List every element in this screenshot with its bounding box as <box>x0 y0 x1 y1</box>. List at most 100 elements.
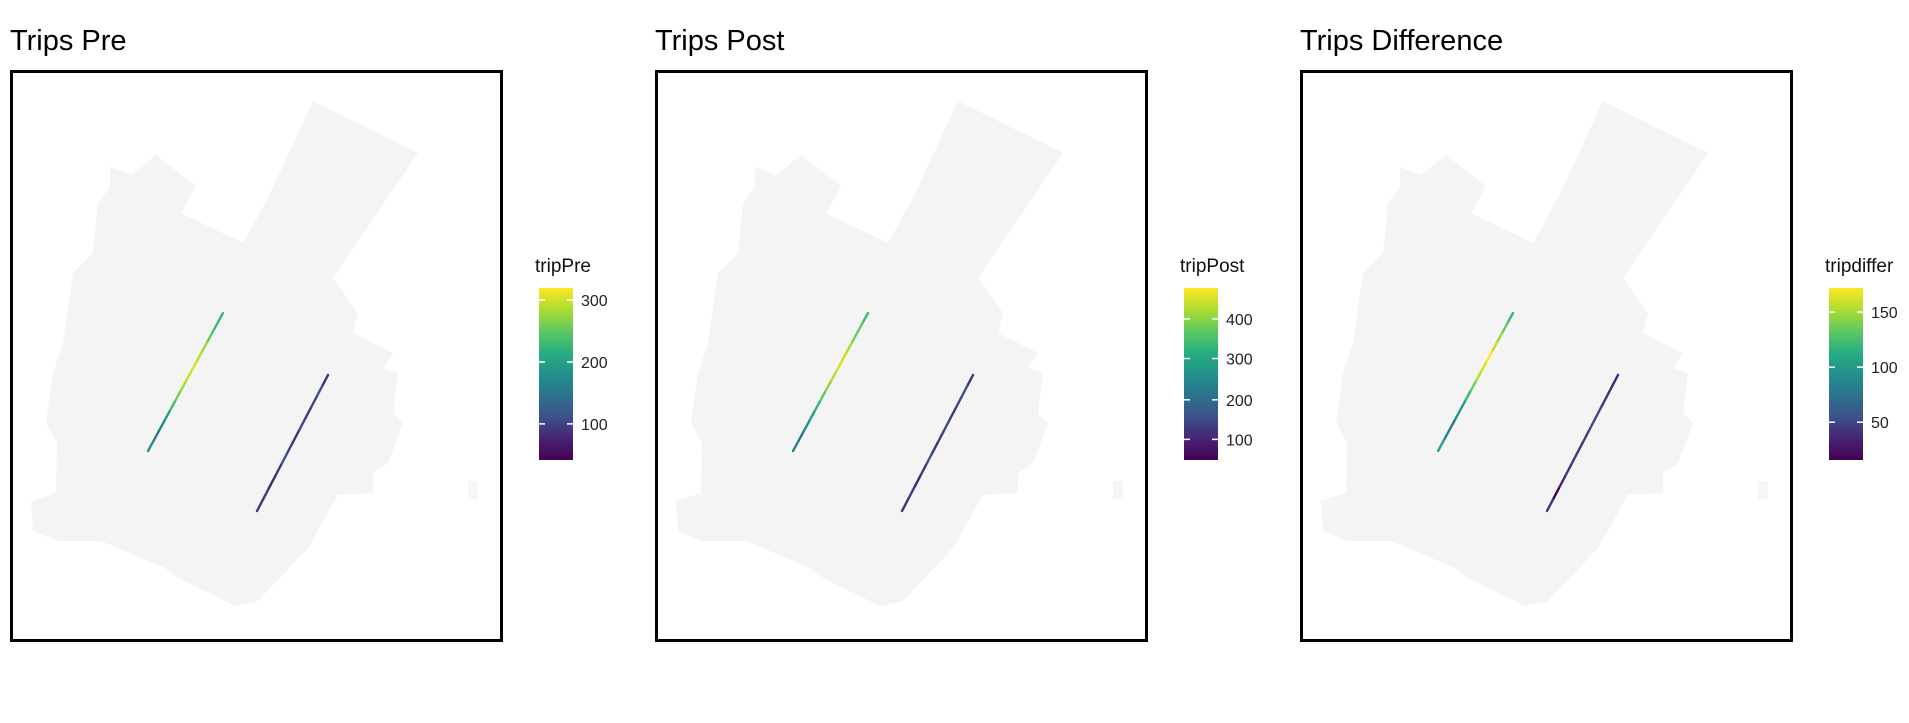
panel-title: Trips Difference <box>1300 25 1504 57</box>
route-segment <box>211 321 219 334</box>
color-legend: tripdiffer 50 100 150 <box>1825 256 1909 476</box>
route-segment <box>1593 407 1602 422</box>
legend-tick-label: 300 <box>1226 352 1253 369</box>
route-segment <box>930 441 939 456</box>
route-segment <box>189 361 198 374</box>
land-area <box>1321 101 1708 606</box>
route-segment <box>152 430 160 443</box>
legend-tick-label: 200 <box>1226 393 1253 410</box>
route-segment <box>1479 361 1488 374</box>
route-segment <box>965 373 975 388</box>
route-segment <box>291 430 300 445</box>
legend-tick-label: 300 <box>581 293 608 310</box>
route-segment <box>303 407 312 422</box>
route-segment <box>1485 351 1493 364</box>
route-segment <box>1463 390 1472 403</box>
route-segment <box>157 420 166 433</box>
map-canvas <box>1321 101 1768 606</box>
route-segment <box>1587 419 1596 433</box>
route-segment <box>1442 430 1450 443</box>
route-segment <box>1501 321 1509 334</box>
legend-tick-label: 100 <box>1226 432 1253 449</box>
route-line-b <box>900 373 975 513</box>
route-segment <box>834 361 843 374</box>
route-line-a <box>1436 311 1515 453</box>
legend-colorbar-canvas: 100 200 300 400 <box>1184 288 1253 460</box>
map-frame <box>655 70 1148 642</box>
route-segment <box>178 380 187 394</box>
route-segment <box>1495 331 1504 344</box>
route-segment <box>856 321 864 334</box>
island-area <box>468 481 478 499</box>
route-segment <box>320 373 330 388</box>
route-segment <box>297 419 306 433</box>
route-segment <box>1490 341 1499 354</box>
color-legend: tripPre 100 200 300 <box>535 256 645 476</box>
land-area <box>31 101 418 606</box>
route-line-b <box>255 373 330 513</box>
legend-colorbar <box>539 288 573 460</box>
route-segment <box>942 419 951 433</box>
route-segment <box>924 453 933 467</box>
route-segment <box>216 311 225 325</box>
route-segment <box>1610 373 1620 388</box>
route-segment <box>314 385 324 399</box>
map-panel: Trips Pre tripPre 100 200 300 <box>0 0 640 723</box>
route-segment <box>1599 396 1608 411</box>
legend-tick-label: 400 <box>1226 312 1253 329</box>
route-segment <box>173 390 182 403</box>
legend-tick-label: 50 <box>1871 415 1889 432</box>
route-segment <box>205 331 214 344</box>
color-legend: tripPost 100 200 300 400 <box>1180 256 1290 476</box>
map-canvas <box>31 101 478 606</box>
map-canvas <box>676 101 1123 606</box>
legend-colorbar-canvas: 100 200 300 <box>539 288 608 460</box>
panel-title: Trips Post <box>655 25 785 57</box>
route-segment <box>168 400 176 413</box>
route-segment <box>261 487 271 501</box>
route-segment <box>184 370 193 384</box>
legend-colorbar <box>1829 288 1863 460</box>
route-segment <box>1468 380 1477 394</box>
land-area <box>676 101 1063 606</box>
legend-title: tripPre <box>535 256 591 277</box>
route-segment <box>1581 430 1590 445</box>
route-line-b <box>1545 373 1620 513</box>
route-segment <box>1575 441 1584 456</box>
route-segment <box>823 380 832 394</box>
route-segment <box>1474 370 1483 384</box>
route-segment <box>948 407 957 422</box>
map-frame <box>10 70 503 642</box>
route-segment <box>912 475 921 490</box>
route-segment <box>1604 385 1614 399</box>
route-segment <box>279 453 288 467</box>
panel-title: Trips Pre <box>10 25 127 57</box>
route-line-a <box>791 311 870 453</box>
map-panel: Trips Post tripPost 100 200 300 400 <box>645 0 1285 723</box>
legend-title: tripdiffer <box>1825 256 1894 277</box>
route-segment <box>1563 464 1572 479</box>
route-segment <box>918 464 927 479</box>
route-segment <box>285 441 294 456</box>
route-segment <box>906 487 916 501</box>
legend-colorbar-canvas: 50 100 150 <box>1829 288 1898 460</box>
route-segment <box>273 464 282 479</box>
route-segment <box>255 498 265 513</box>
route-segment <box>1452 410 1461 423</box>
map-panel: Trips Difference tripdiffer 50 100 150 <box>1290 0 1909 723</box>
route-segment <box>813 400 821 413</box>
route-line-a <box>146 311 225 453</box>
route-segment <box>829 370 838 384</box>
map-frame <box>1300 70 1793 642</box>
island-area <box>1758 481 1768 499</box>
route-segment <box>797 430 805 443</box>
route-segment <box>850 331 859 344</box>
legend-tick-label: 150 <box>1871 305 1898 322</box>
legend-colorbar <box>1184 288 1218 460</box>
route-segment <box>200 341 209 354</box>
route-segment <box>900 498 910 513</box>
legend-tick-label: 200 <box>581 355 608 372</box>
route-segment <box>861 311 870 325</box>
route-segment <box>195 351 203 364</box>
route-segment <box>267 475 276 490</box>
